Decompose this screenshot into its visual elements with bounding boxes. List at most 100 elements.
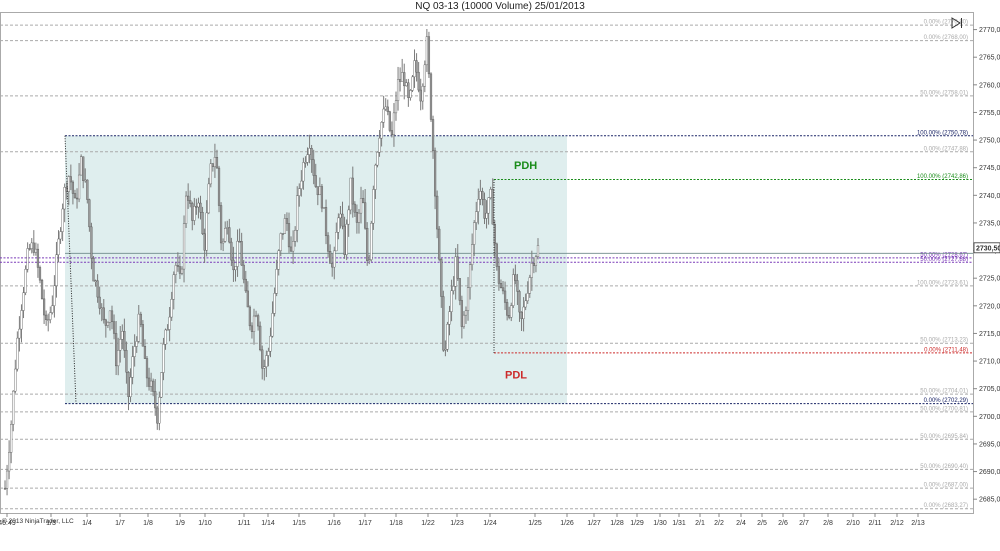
candle-body <box>77 174 81 200</box>
candle-body <box>57 238 60 255</box>
candle-body <box>392 112 396 136</box>
candle-body <box>139 313 142 325</box>
candle-body <box>182 223 186 270</box>
candle-body <box>110 310 114 322</box>
candle-body <box>150 380 153 387</box>
candle-body <box>326 235 330 252</box>
x-tick-label: 1/17 <box>358 520 372 527</box>
candle-body <box>374 164 377 190</box>
candle-body <box>174 265 177 275</box>
x-tick-label: 1/24 <box>483 520 497 527</box>
x-tick-label: 2/4 <box>736 520 746 527</box>
candle-body <box>127 372 130 397</box>
candle-body <box>506 302 509 316</box>
candle-body <box>372 189 375 224</box>
candle-body <box>197 202 200 208</box>
candle-body <box>71 181 75 194</box>
level-label: 50.00% (2695,84) <box>920 434 968 440</box>
candle-body <box>403 72 406 87</box>
candle-body <box>289 246 293 252</box>
candle-body <box>520 311 523 319</box>
skip-to-end-icon[interactable] <box>951 17 964 29</box>
candle-body <box>14 368 17 392</box>
candle-body <box>501 287 505 292</box>
level-label: 50.00% (2727,88) <box>920 257 968 263</box>
candle-body <box>8 452 11 472</box>
candle-body <box>24 269 27 293</box>
candle-body <box>495 243 498 267</box>
candle-body <box>483 199 486 219</box>
candle-body <box>12 390 15 425</box>
level-label: 0.00% (2702,29) <box>924 398 968 404</box>
candle-body <box>26 248 29 270</box>
candle-body <box>436 195 439 230</box>
y-tick-label: 2750,00 <box>979 138 1000 145</box>
level-label: 100.00% (2723,61) <box>917 280 968 286</box>
candle-body <box>345 223 348 255</box>
x-tick-label: 2/5 <box>757 520 767 527</box>
candle-body <box>137 313 140 342</box>
candle-body <box>468 264 472 288</box>
level-label: 0.00% (2747,88) <box>924 146 968 152</box>
candle-body <box>119 339 122 351</box>
candle-body <box>302 162 305 182</box>
candle-body <box>102 307 105 321</box>
candle-body <box>458 278 461 301</box>
candle-body <box>187 195 190 201</box>
candle-body <box>203 233 206 251</box>
candle-body <box>466 287 470 311</box>
candle-body <box>431 119 435 151</box>
candle-body <box>133 346 136 357</box>
x-tick-label: 2/8 <box>823 520 833 527</box>
candle-body <box>522 306 525 319</box>
candle-body <box>434 150 437 197</box>
candle-body <box>475 211 478 223</box>
candle-body <box>53 285 56 306</box>
y-tick-label: 2685,00 <box>979 497 1000 504</box>
candle-body <box>477 199 480 212</box>
y-tick-label: 2705,00 <box>979 386 1000 393</box>
candle-body <box>82 156 85 181</box>
annotation-pdh: PDH <box>514 160 537 172</box>
level-label: 50.00% (2700,81) <box>920 406 968 412</box>
x-tick-label: 1/7 <box>115 520 125 527</box>
candle-body <box>147 377 151 387</box>
level-label: 0.00% (2768,00) <box>924 35 968 41</box>
candle-body <box>390 130 393 136</box>
candle-body <box>65 187 68 192</box>
level-label: 50.00% (2704,01) <box>920 389 968 395</box>
candle-body <box>503 290 507 303</box>
candle-body <box>43 298 46 316</box>
candle-body <box>343 225 346 255</box>
candle-body <box>28 248 31 250</box>
x-tick-label: 1/16 <box>327 520 341 527</box>
candle-body <box>528 277 531 294</box>
candle-body <box>172 274 175 300</box>
candle-body <box>215 157 219 169</box>
candle-body <box>339 213 342 219</box>
candle-body <box>244 278 247 292</box>
candle-body <box>88 199 91 228</box>
candle-body <box>73 193 77 199</box>
candle-body <box>162 344 165 373</box>
candle-body <box>265 355 268 368</box>
candle-body <box>117 350 120 367</box>
candle-body <box>201 211 204 235</box>
horizontal-levels: 0.00% (2770,80) 0.00% (2768,00) 50.00% (27… <box>0 20 973 510</box>
candle-body <box>292 241 295 252</box>
candle-body <box>473 222 476 245</box>
candle-body <box>283 218 286 234</box>
candle-body <box>524 300 527 308</box>
candle-body <box>49 312 52 320</box>
x-tick-label: 1/3 <box>46 520 56 527</box>
level-label: 100.00% (2742,86) <box>917 174 968 180</box>
x-tick-label: 1/9 <box>175 520 185 527</box>
candle-body <box>460 300 463 327</box>
x-tick-label: 1/23 <box>450 520 464 527</box>
x-tick-label: 2/10 <box>846 520 860 527</box>
candle-body <box>361 198 365 203</box>
candle-body <box>238 240 241 243</box>
candle-body <box>329 251 332 264</box>
candle-body <box>401 72 404 82</box>
